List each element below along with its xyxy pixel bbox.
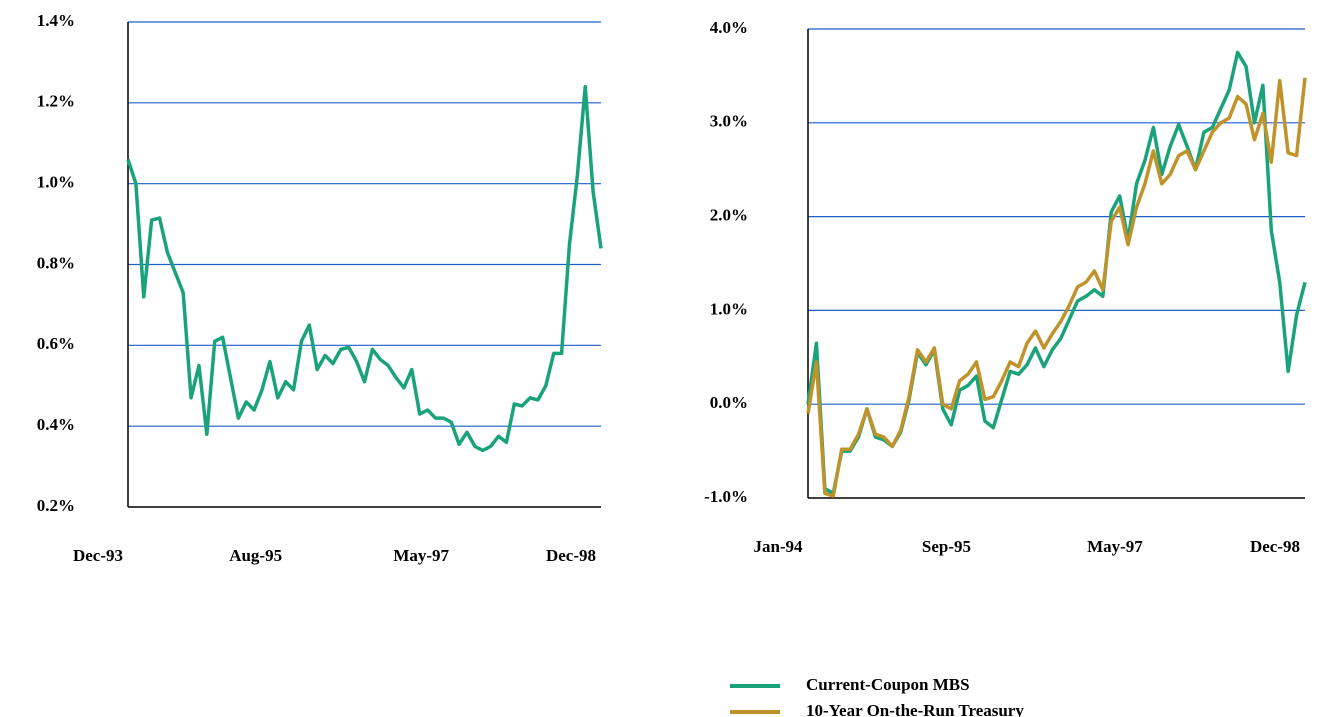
series-line bbox=[126, 84, 603, 453]
x-tick-label: Sep-95 bbox=[922, 537, 971, 556]
legend-label: 10-Year On-the-Run Treasury bbox=[806, 701, 1024, 717]
y-tick-label: 1.0% bbox=[37, 173, 75, 192]
y-tick-label: 1.0% bbox=[710, 299, 748, 318]
x-tick-label: May-97 bbox=[1087, 537, 1143, 556]
x-tick-label: Dec-98 bbox=[546, 546, 596, 565]
x-tick-label: Dec-93 bbox=[73, 546, 123, 565]
y-tick-label: 3.0% bbox=[710, 112, 748, 131]
x-tick-label: May-97 bbox=[393, 546, 449, 565]
y-tick-label: 0.0% bbox=[710, 393, 748, 412]
y-tick-label: 2.0% bbox=[710, 206, 748, 225]
y-tick-label: -1.0% bbox=[704, 487, 748, 506]
x-tick-label: Jan-94 bbox=[753, 537, 803, 556]
y-tick-label: 4.0% bbox=[710, 18, 748, 37]
legend-label: Current-Coupon MBS bbox=[806, 675, 970, 694]
y-tick-label: 0.4% bbox=[37, 415, 75, 434]
x-tick-label: Aug-95 bbox=[229, 546, 282, 565]
y-tick-label: 1.4% bbox=[37, 11, 75, 30]
y-tick-label: 1.2% bbox=[37, 92, 75, 111]
y-tick-label: 0.2% bbox=[37, 496, 75, 515]
y-tick-label: 0.8% bbox=[37, 253, 75, 272]
series-line bbox=[806, 77, 1307, 498]
y-tick-label: 0.6% bbox=[37, 334, 75, 353]
x-tick-label: Dec-98 bbox=[1250, 537, 1300, 556]
